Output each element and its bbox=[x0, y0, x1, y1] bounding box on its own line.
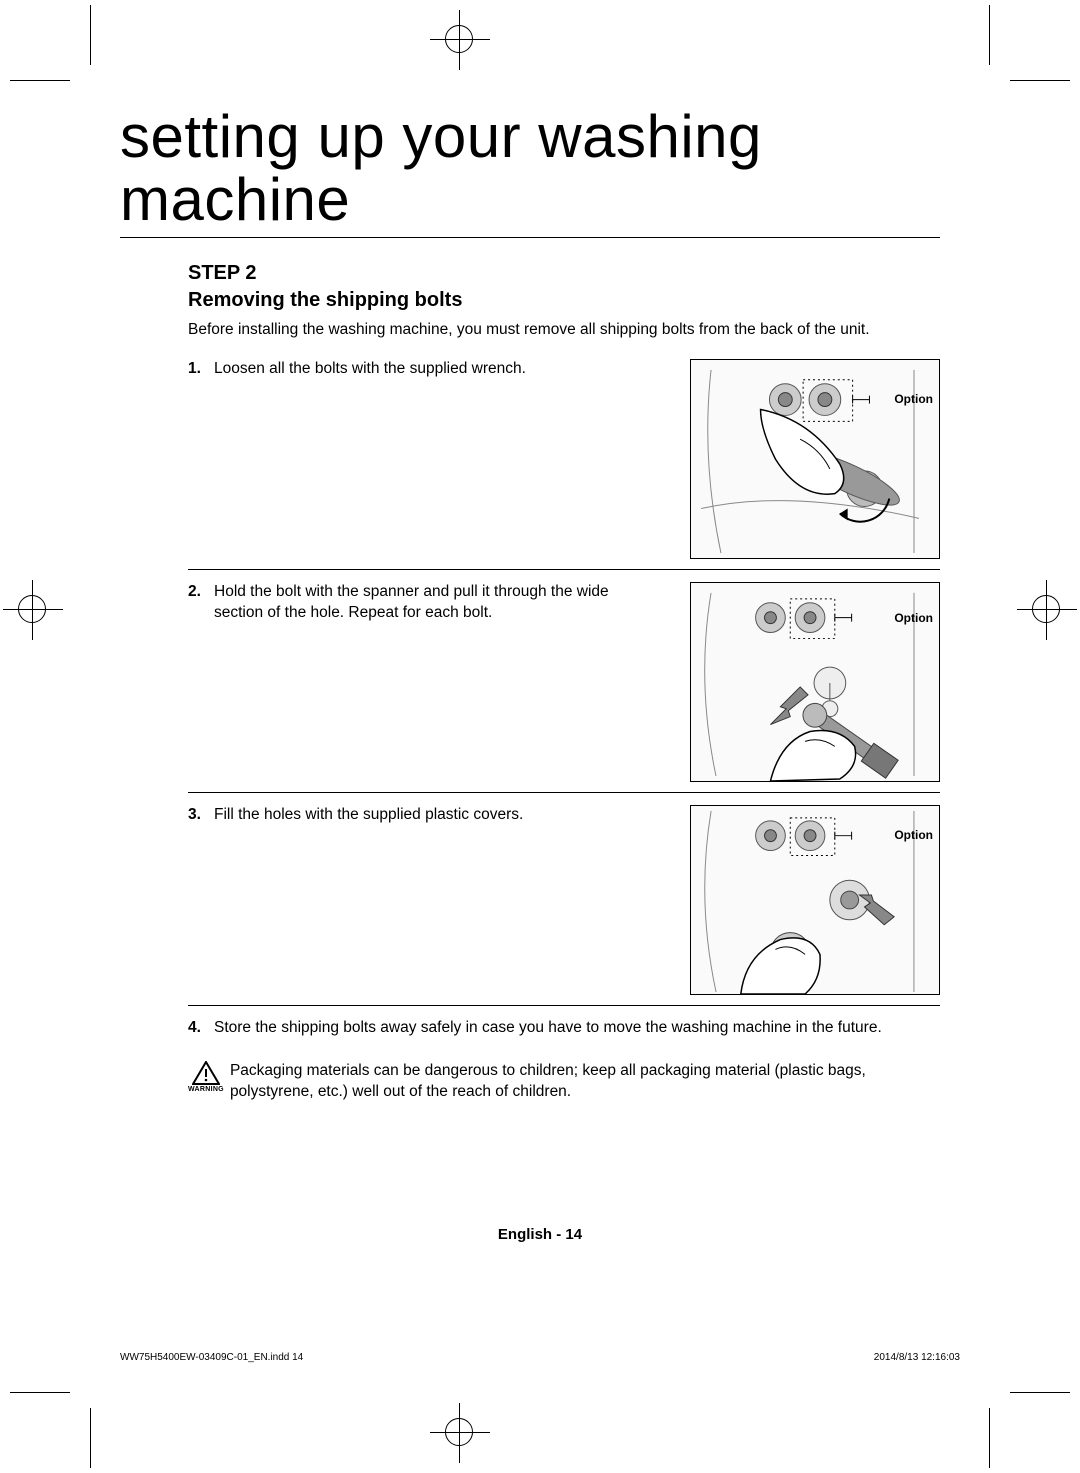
instruction-number: 3. bbox=[188, 805, 206, 826]
warning-label: WARNING bbox=[188, 1085, 224, 1094]
page-content: setting up your washing machine STEP 2 R… bbox=[120, 105, 940, 1103]
instruction-block: 3. Fill the holes with the supplied plas… bbox=[188, 805, 940, 1006]
instruction-body: Hold the bolt with the spanner and pull … bbox=[214, 582, 658, 624]
option-label: Option bbox=[894, 828, 933, 842]
figure-plastic-covers: Option bbox=[690, 805, 940, 995]
figure-loosen-bolts: Option bbox=[690, 359, 940, 559]
instruction-text: 1. Loosen all the bolts with the supplie… bbox=[188, 359, 658, 380]
print-timestamp: 2014/8/13 12:16:03 bbox=[874, 1352, 960, 1363]
page-title: setting up your washing machine bbox=[120, 105, 940, 238]
crop-mark bbox=[1010, 80, 1070, 81]
warning-text: Packaging materials can be dangerous to … bbox=[230, 1061, 940, 1103]
option-label: Option bbox=[894, 611, 933, 625]
instruction-number: 2. bbox=[188, 582, 206, 624]
registration-mark bbox=[430, 1403, 490, 1463]
instruction-block: 4. Store the shipping bolts away safely … bbox=[188, 1018, 940, 1049]
step-label: STEP 2 bbox=[188, 262, 940, 285]
instruction-text: 3. Fill the holes with the supplied plas… bbox=[188, 805, 658, 826]
registration-mark bbox=[3, 580, 63, 640]
instruction-text: 4. Store the shipping bolts away safely … bbox=[188, 1018, 940, 1039]
crop-mark bbox=[1010, 1392, 1070, 1393]
instruction-body: Fill the holes with the supplied plastic… bbox=[214, 805, 523, 826]
step-subtitle: Removing the shipping bolts bbox=[188, 289, 940, 312]
registration-mark bbox=[1017, 580, 1077, 640]
instruction-block: 1. Loosen all the bolts with the supplie… bbox=[188, 359, 940, 570]
instruction-number: 4. bbox=[188, 1018, 206, 1039]
content-area: STEP 2 Removing the shipping bolts Befor… bbox=[188, 262, 940, 1103]
warning-icon: WARNING bbox=[188, 1061, 224, 1094]
instruction-number: 1. bbox=[188, 359, 206, 380]
crop-mark bbox=[10, 80, 70, 81]
instruction-block: 2. Hold the bolt with the spanner and pu… bbox=[188, 582, 940, 793]
crop-mark bbox=[989, 1408, 990, 1468]
crop-mark bbox=[989, 5, 990, 65]
crop-mark bbox=[10, 1392, 70, 1393]
instruction-text: 2. Hold the bolt with the spanner and pu… bbox=[188, 582, 658, 624]
figure-pull-bolts: Option bbox=[690, 582, 940, 782]
crop-mark bbox=[90, 5, 91, 65]
intro-text: Before installing the washing machine, y… bbox=[188, 320, 940, 341]
registration-mark bbox=[430, 10, 490, 70]
instruction-body: Loosen all the bolts with the supplied w… bbox=[214, 359, 526, 380]
indd-filename: WW75H5400EW-03409C-01_EN.indd 14 bbox=[120, 1352, 303, 1363]
crop-mark bbox=[90, 1408, 91, 1468]
page-footer: English - 14 bbox=[0, 1226, 1080, 1243]
warning-block: WARNING Packaging materials can be dange… bbox=[188, 1061, 940, 1103]
instruction-body: Store the shipping bolts away safely in … bbox=[214, 1018, 882, 1039]
option-label: Option bbox=[894, 392, 933, 406]
